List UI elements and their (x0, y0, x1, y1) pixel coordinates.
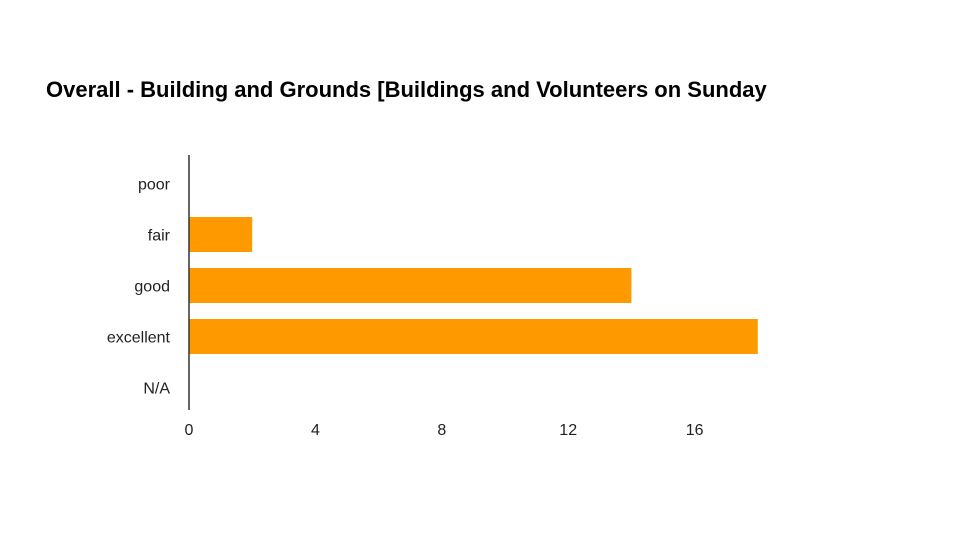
bars-group (189, 217, 758, 354)
category-labels: poor fair good excellent N/A (107, 177, 171, 398)
category-label-n-a: N/A (143, 381, 170, 398)
x-tick-12: 12 (559, 422, 577, 439)
x-tick-16: 16 (686, 422, 704, 439)
bar-good (189, 268, 632, 303)
bar-fair (189, 217, 253, 252)
x-tick-labels: 0 4 8 12 16 (185, 422, 704, 439)
category-label-poor: poor (138, 177, 171, 194)
category-label-good: good (134, 279, 170, 296)
chart-title: Overall - Building and Grounds [Building… (46, 77, 767, 102)
x-tick-8: 8 (437, 422, 446, 439)
x-tick-0: 0 (185, 422, 194, 439)
category-label-fair: fair (148, 228, 171, 245)
x-tick-4: 4 (311, 422, 320, 439)
bar-excellent (189, 319, 758, 354)
category-label-excellent: excellent (107, 330, 171, 347)
